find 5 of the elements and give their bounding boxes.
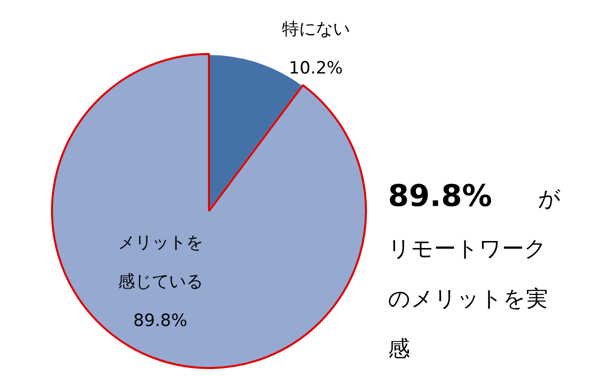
text: 89.8%がリモートワークのメリットを実感	[388, 179, 561, 362]
data-label: 10.2%	[288, 58, 343, 78]
slice-label: メリットを感じている	[118, 232, 203, 292]
data-label: 89.8%	[133, 310, 188, 331]
slice-label: 特にない	[282, 19, 350, 40]
